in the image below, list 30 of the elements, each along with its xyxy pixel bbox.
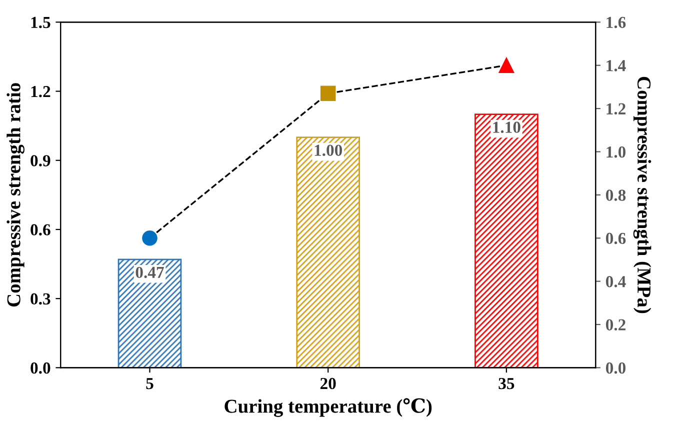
y-tick-label: 0.9 — [30, 155, 50, 166]
y2-tick-label: 0.4 — [606, 276, 626, 288]
y-tick-label: 0.0 — [30, 362, 50, 374]
y-tick-label: 0.3 — [30, 293, 50, 305]
data-label: 1.10 — [493, 122, 520, 134]
x-tick-label: 5 — [146, 378, 154, 390]
bar — [296, 136, 360, 368]
y-tick-label: 0.6 — [30, 224, 50, 236]
point — [320, 86, 336, 102]
y-tick-label: 1.2 — [31, 86, 50, 98]
y2-tick-label: 1.4 — [606, 60, 626, 72]
y2-tick-label: 0.2 — [606, 319, 626, 331]
y-tick-label: 1.5 — [31, 16, 50, 28]
y2-tick-label: 0.6 — [606, 232, 626, 244]
y-axis-title: Compressive strength ratio — [6, 83, 24, 306]
bar — [118, 258, 182, 368]
x-tick-label: 35 — [498, 378, 514, 390]
x-tick-label: 20 — [320, 378, 336, 390]
data-label: 0.47 — [136, 266, 164, 278]
y2-axis-title: Compressive strength (MPa) — [633, 76, 652, 314]
point — [142, 230, 158, 246]
y2-tick-label: 1.6 — [606, 16, 626, 28]
bar — [474, 114, 538, 368]
x-axis-title: Curing temperature (℃) — [224, 398, 432, 417]
y2-tick-label: 1.2 — [606, 103, 626, 115]
y2-tick-label: 1.0 — [606, 146, 626, 158]
y2-tick-label: 0.8 — [606, 190, 626, 201]
point — [498, 58, 514, 73]
data-label: 1.00 — [314, 144, 342, 156]
y2-tick-label: 0.0 — [606, 362, 626, 374]
